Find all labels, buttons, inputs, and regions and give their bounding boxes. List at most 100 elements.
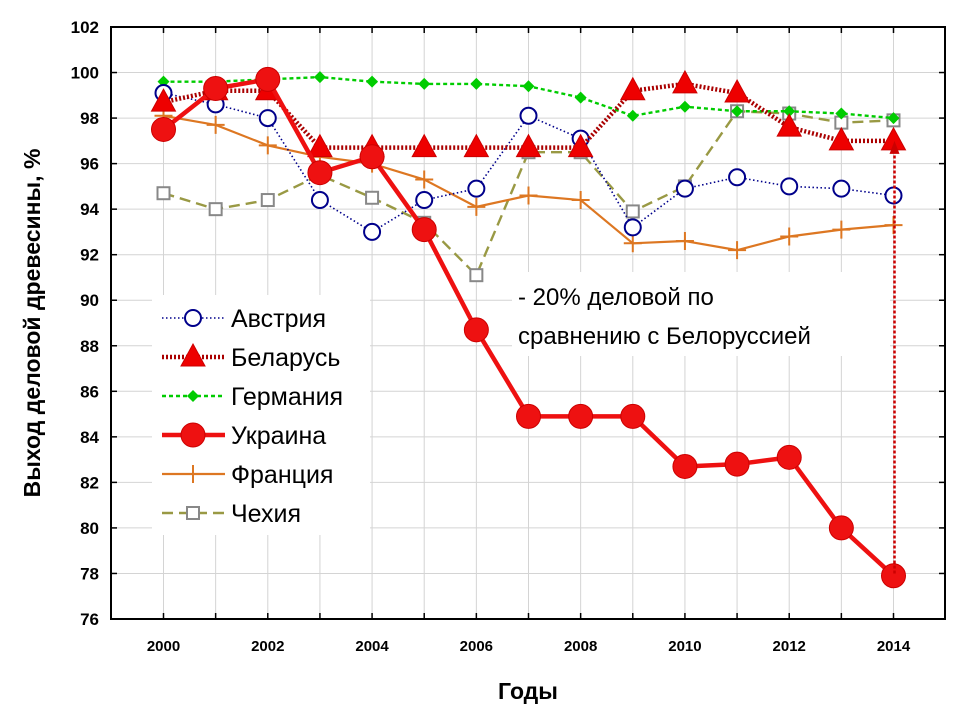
- legend-marker: [184, 309, 202, 327]
- annotation-line-1: - 20% деловой по: [518, 284, 714, 311]
- data-point: [516, 403, 541, 429]
- series-4: [154, 106, 903, 260]
- x-axis-title: Годы: [498, 678, 558, 704]
- data-point: [625, 204, 640, 219]
- data-point: [835, 107, 848, 120]
- data-point: [411, 133, 438, 158]
- x-tick-label: 2008: [564, 638, 597, 655]
- data-point: [619, 76, 646, 101]
- data-point: [672, 453, 698, 479]
- legend-box: [152, 295, 370, 535]
- data-point: [418, 77, 431, 90]
- data-point: [728, 168, 747, 187]
- data-point: [519, 106, 538, 125]
- data-point: [206, 115, 225, 134]
- series-3: [151, 66, 906, 589]
- legend-item: Германия: [162, 383, 343, 411]
- y-tick-label: 90: [80, 291, 99, 310]
- data-point: [411, 217, 437, 243]
- data-point: [672, 69, 698, 94]
- series-0: [154, 84, 903, 241]
- data-point: [515, 133, 542, 158]
- legend: Австрия Беларусь Германия Украина Франция Чех…: [152, 295, 370, 535]
- data-point: [519, 186, 538, 205]
- arrow-head: [889, 140, 900, 154]
- y-axis-title: Выход деловой древесины, %: [19, 149, 45, 498]
- legend-label: Украина: [231, 422, 326, 450]
- y-tick-label: 94: [80, 200, 99, 219]
- legend-marker: [180, 422, 206, 448]
- data-point: [783, 105, 796, 118]
- data-point: [574, 91, 587, 104]
- y-tick-label: 88: [80, 337, 99, 356]
- legend-marker: [184, 465, 202, 483]
- data-point: [724, 451, 750, 477]
- data-point: [780, 177, 799, 196]
- data-point: [568, 403, 594, 429]
- y-tick-label: 80: [80, 519, 99, 538]
- data-point: [828, 515, 854, 541]
- y-tick-label: 84: [80, 428, 99, 447]
- data-point: [620, 403, 646, 429]
- y-tick-label: 78: [80, 564, 99, 583]
- annotation: - 20% деловой по сравнению с Белоруссией: [512, 272, 890, 356]
- data-point: [313, 71, 326, 84]
- x-axis: 2000 2002 2004 2006 2008 2010 2012 2014: [147, 27, 911, 655]
- data-point: [310, 191, 329, 210]
- data-point: [258, 109, 277, 128]
- y-tick-label: 92: [80, 246, 99, 265]
- legend-label: Беларусь: [231, 344, 340, 372]
- legend-item: Франция: [162, 461, 333, 489]
- x-tick-label: 2010: [668, 638, 701, 655]
- data-point: [359, 144, 385, 170]
- annotation-box: [512, 272, 890, 356]
- data-point: [780, 227, 799, 246]
- data-point: [678, 100, 691, 113]
- x-tick-label: 2014: [877, 638, 911, 655]
- legend-item: Австрия: [162, 305, 326, 333]
- legend-label: Австрия: [231, 305, 326, 333]
- data-point: [776, 444, 802, 470]
- data-point: [255, 66, 281, 92]
- legend-label: Франция: [231, 461, 333, 489]
- y-axis: 76 78 80 82 84 86 88 90 92 94 96 98 100 102: [71, 18, 945, 629]
- series-2: [157, 71, 900, 125]
- legend-item: Чехия: [162, 500, 301, 528]
- difference-arrow: [889, 140, 900, 574]
- series-layer: [150, 66, 907, 589]
- data-point: [260, 193, 275, 208]
- data-point: [832, 179, 851, 198]
- legend-marker: [186, 506, 200, 520]
- data-point: [366, 75, 379, 88]
- data-point: [156, 186, 171, 201]
- data-point: [415, 170, 434, 189]
- legend-marker: [187, 390, 199, 402]
- data-point: [728, 241, 747, 260]
- data-point: [675, 179, 694, 198]
- legend-label: Германия: [231, 383, 343, 411]
- y-tick-label: 102: [71, 18, 99, 37]
- y-tick-label: 98: [80, 109, 99, 128]
- data-point: [208, 202, 223, 217]
- series-line: [163, 110, 894, 277]
- data-point: [571, 191, 590, 210]
- data-point: [623, 234, 642, 253]
- data-point: [881, 563, 906, 589]
- data-point: [363, 222, 382, 241]
- annotation-line-2: сравнению с Белоруссией: [518, 323, 811, 350]
- y-tick-label: 82: [80, 473, 99, 492]
- data-point: [469, 268, 484, 283]
- data-point: [522, 80, 535, 93]
- legend-item: Беларусь: [162, 342, 340, 372]
- data-point: [626, 109, 639, 122]
- y-tick-label: 76: [80, 610, 99, 629]
- y-tick-label: 96: [80, 155, 99, 174]
- data-point: [365, 190, 380, 205]
- x-tick-label: 2006: [460, 638, 493, 655]
- data-point: [463, 317, 489, 343]
- data-point: [887, 112, 900, 125]
- x-tick-label: 2000: [147, 638, 180, 655]
- data-point: [463, 133, 490, 158]
- data-point: [415, 191, 434, 210]
- data-point: [467, 197, 486, 216]
